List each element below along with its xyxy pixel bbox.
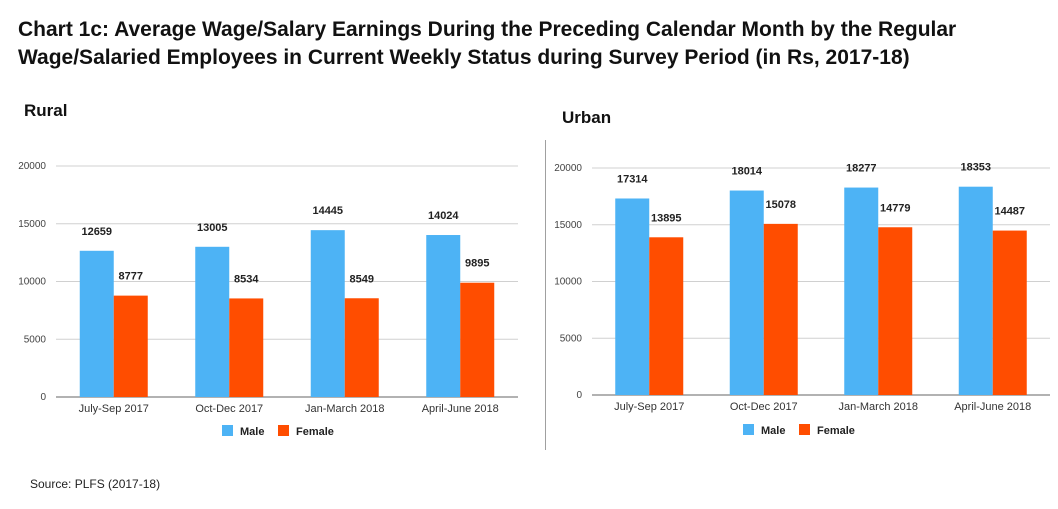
rural-data-label: 13005	[197, 222, 228, 234]
urban-bar-male	[844, 187, 879, 395]
urban-bar-female	[878, 227, 913, 395]
urban-category-label: April-June 2018	[954, 401, 1031, 413]
rural-category-label: July-Sep 2017	[79, 403, 149, 415]
rural-category-label: April-June 2018	[422, 403, 499, 415]
rural-bar-female	[460, 282, 495, 397]
rural-data-label: 8549	[350, 273, 374, 285]
urban-data-label: 18014	[731, 166, 762, 178]
urban-category-label: Jan-March 2018	[839, 401, 919, 413]
urban-y-tick-label: 10000	[554, 277, 582, 288]
rural-data-label: 12659	[81, 226, 112, 238]
urban-y-tick-label: 0	[576, 390, 582, 401]
urban-data-label: 15078	[765, 199, 796, 211]
rural-y-tick-label: 5000	[24, 334, 47, 345]
urban-bar-male	[958, 186, 993, 395]
rural-legend-label: Male	[240, 426, 264, 438]
urban-data-label: 17314	[617, 173, 648, 185]
rural-bar-female	[344, 298, 379, 397]
rural-legend-label: Female	[296, 426, 334, 438]
urban-bar-female	[649, 237, 684, 395]
urban-chart-panel: Urban 0 5000 10000 15000 20000 17314 13895 July…	[540, 100, 1058, 460]
rural-bar-male	[195, 246, 230, 397]
urban-legend-swatch-male	[743, 424, 754, 435]
urban-bar-female	[763, 223, 798, 395]
urban-bar-female	[992, 230, 1027, 395]
urban-data-label: 14779	[880, 202, 911, 214]
rural-bar-chart: 0 5000 10000 15000 20000 12659 8777 July-Sep 20…	[18, 161, 518, 438]
rural-bar-female	[229, 298, 264, 397]
rural-legend-swatch-female	[278, 425, 289, 436]
urban-chart-title: Urban	[562, 108, 612, 127]
rural-data-label: 9895	[465, 258, 489, 270]
urban-data-label: 18277	[846, 163, 877, 175]
rural-bar-male	[426, 235, 461, 397]
urban-data-label: 14487	[994, 206, 1025, 218]
urban-y-tick-label: 15000	[554, 220, 582, 231]
urban-legend-label: Male	[761, 425, 785, 437]
rural-category-label: Jan-March 2018	[305, 403, 385, 415]
rural-data-label: 14024	[428, 210, 459, 222]
rural-bar-female	[113, 295, 148, 397]
page-title: Chart 1c: Average Wage/Salary Earnings D…	[18, 18, 957, 69]
urban-bar-male	[615, 198, 650, 395]
rural-data-label: 8777	[119, 271, 143, 283]
urban-bar-chart: 0 5000 10000 15000 20000 17314 13895 July-Sep 2…	[554, 162, 1050, 437]
rural-legend-swatch-male	[222, 425, 233, 436]
rural-chart-title: Rural	[24, 101, 68, 120]
rural-y-tick-label: 20000	[18, 161, 46, 172]
rural-bar-male	[79, 250, 114, 397]
urban-category-label: Oct-Dec 2017	[730, 401, 798, 413]
rural-bar-male	[310, 230, 345, 397]
urban-bar-male	[729, 190, 764, 395]
panel-divider	[545, 140, 546, 450]
urban-data-label: 13895	[651, 212, 682, 224]
rural-chart-panel: Rural 0 5000 10000 15000 20000 12659 8777 July-…	[0, 100, 520, 460]
rural-y-tick-label: 0	[40, 392, 46, 403]
rural-data-label: 14445	[312, 205, 343, 217]
source-note: Source: PLFS (2017-18)	[30, 477, 161, 491]
urban-data-label: 18353	[960, 162, 991, 174]
urban-y-tick-label: 20000	[554, 163, 582, 174]
urban-legend-swatch-female	[799, 424, 810, 435]
rural-y-tick-label: 15000	[18, 219, 46, 230]
rural-y-tick-label: 10000	[18, 277, 46, 288]
urban-legend-label: Female	[817, 425, 855, 437]
rural-category-label: Oct-Dec 2017	[195, 403, 263, 415]
rural-data-label: 8534	[234, 273, 259, 285]
urban-y-tick-label: 5000	[560, 333, 583, 344]
urban-category-label: July-Sep 2017	[614, 401, 684, 413]
